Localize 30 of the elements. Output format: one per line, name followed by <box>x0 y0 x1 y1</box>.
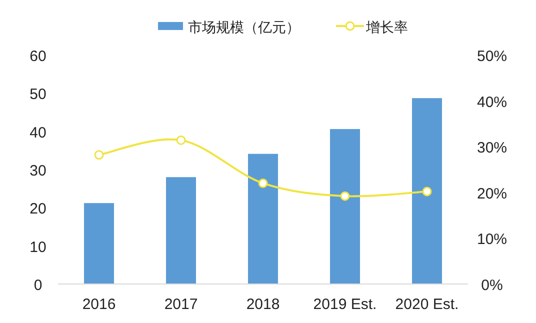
y2-tick-label: 40% <box>476 94 508 111</box>
x-tick-label: 2019 Est. <box>313 296 377 313</box>
point <box>422 186 432 196</box>
x-tick-label: 2018 <box>246 296 280 313</box>
y-tick-label: 30 <box>30 162 46 180</box>
y-tick-label: 0 <box>34 277 42 294</box>
x-tick-label: 2016 <box>82 296 116 313</box>
bar <box>330 129 360 284</box>
y2-tick-label: 10% <box>476 231 508 248</box>
y2-tick-label: 30% <box>476 140 508 157</box>
y-tick-label: 50 <box>30 86 46 104</box>
y2-tick-label: 0% <box>481 277 503 294</box>
y-tick-label: 20 <box>30 200 46 218</box>
point <box>340 191 350 201</box>
y-tick-label: 10 <box>30 238 46 256</box>
bar <box>166 177 196 284</box>
bar <box>248 154 278 284</box>
x-tick-label: 2017 <box>164 296 198 313</box>
y-tick-label: 60 <box>30 48 46 65</box>
legend-label: 增长率 <box>365 19 408 35</box>
legend-label: 市场规模（亿元） <box>188 19 300 35</box>
x-tick-label: 2020 Est. <box>395 296 459 313</box>
point <box>258 178 268 188</box>
y-tick-label: 40 <box>30 124 46 142</box>
y2-tick-label: 20% <box>476 185 508 202</box>
bar <box>84 203 114 284</box>
point <box>176 135 186 145</box>
y2-tick-label: 50% <box>476 48 508 65</box>
point <box>94 150 104 160</box>
bar <box>412 98 442 284</box>
